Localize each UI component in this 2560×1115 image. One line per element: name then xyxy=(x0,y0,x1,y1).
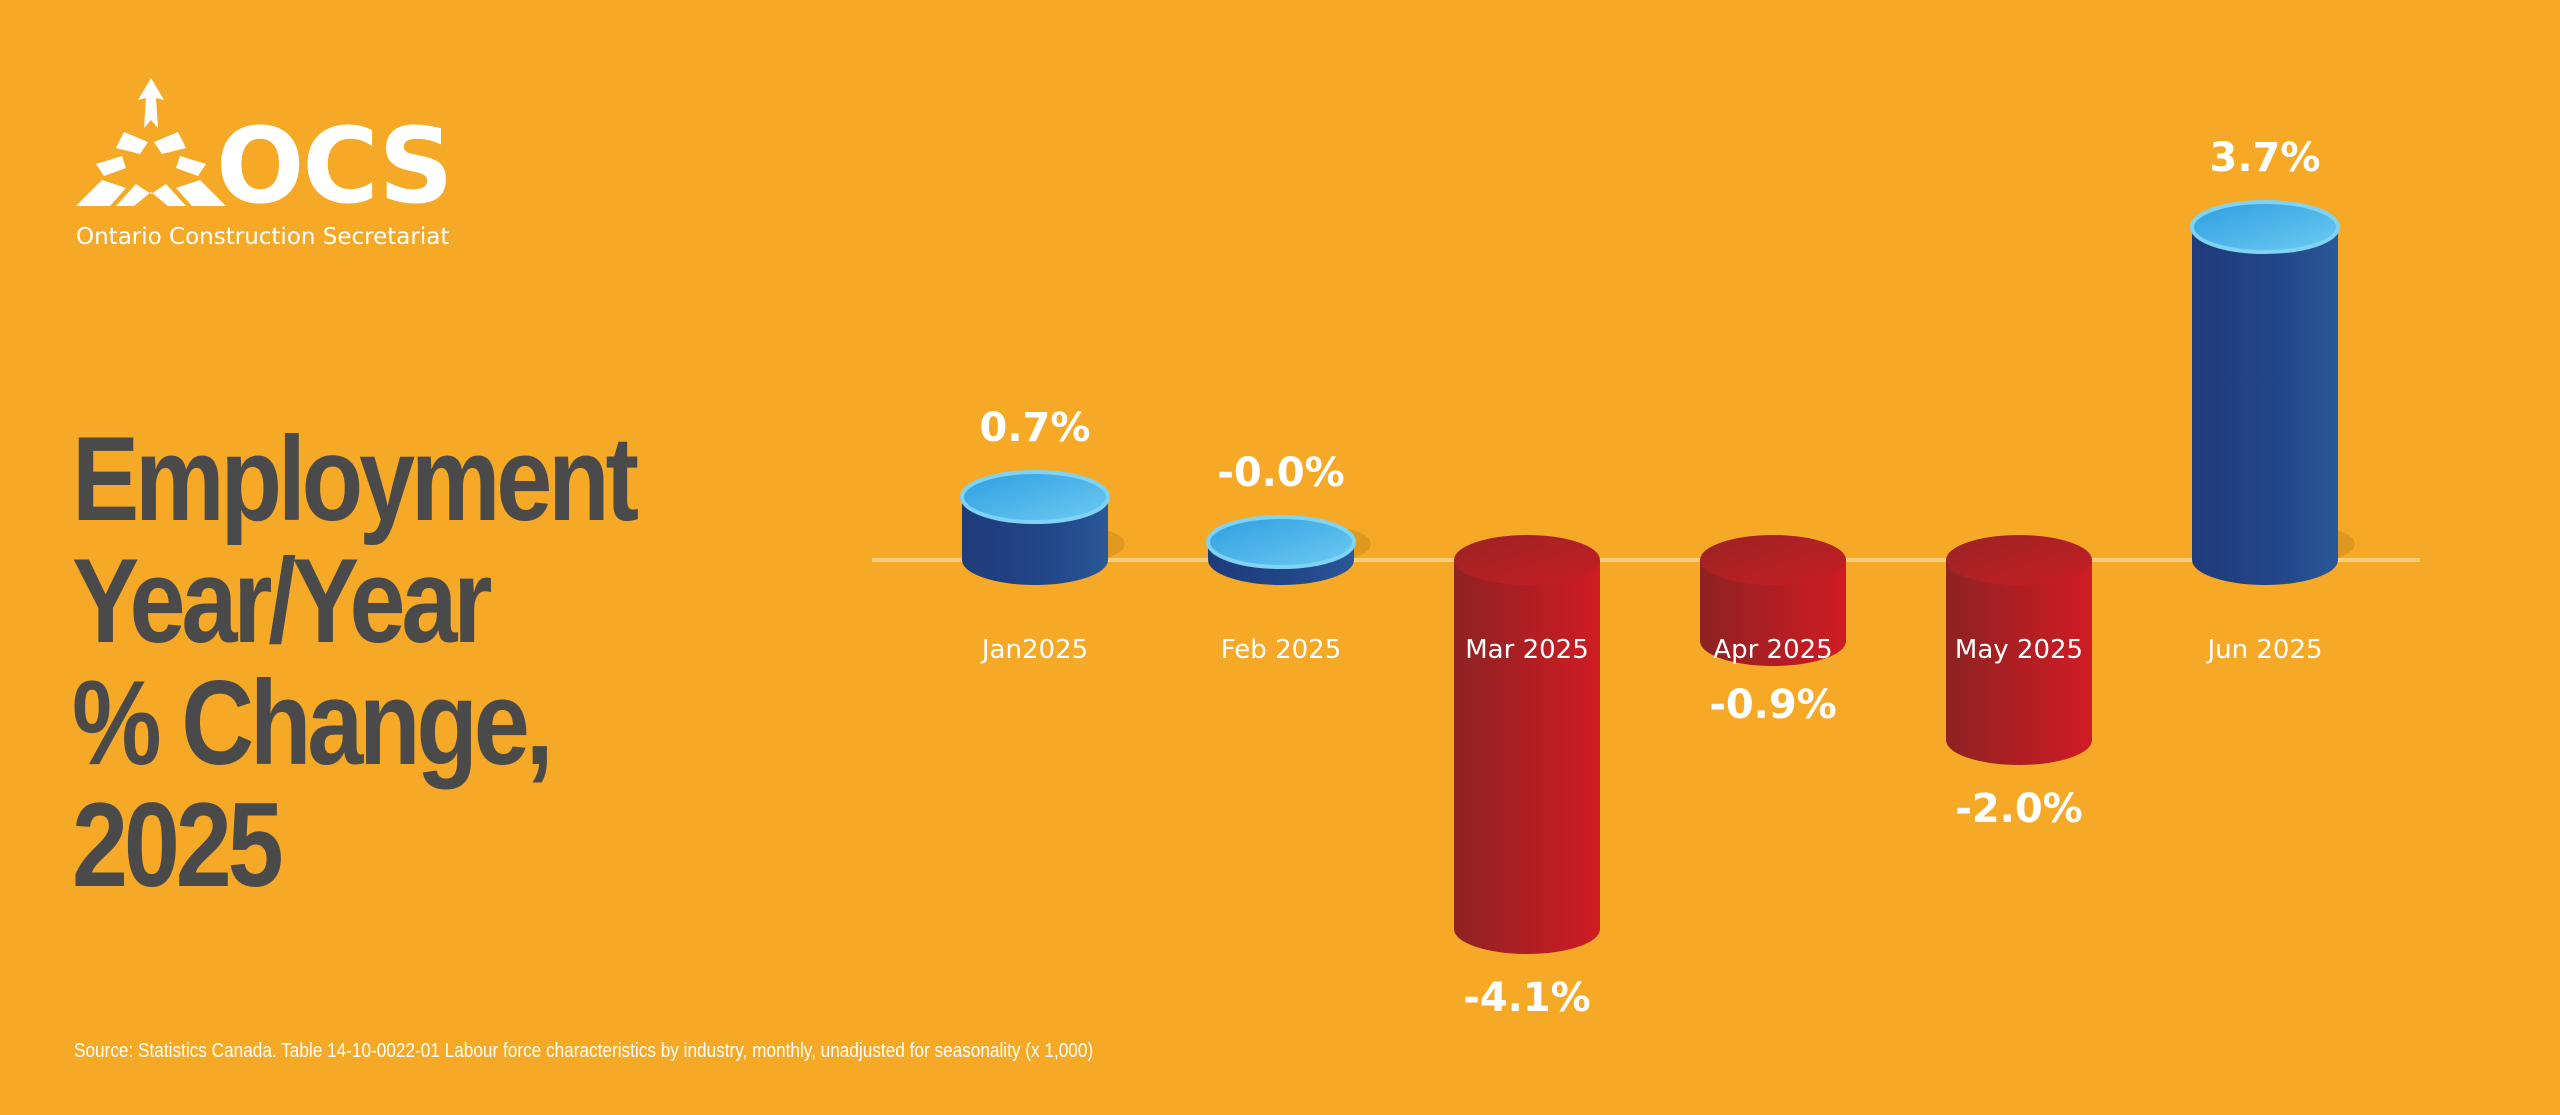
logo: OCS Ontario Construction Secretariat xyxy=(76,76,476,256)
title-line-2: Year/Year xyxy=(72,534,492,668)
value-label-1: 0.7% xyxy=(980,405,1091,451)
category-label-4: Apr 2025 xyxy=(1713,635,1832,665)
category-label-2: Feb 2025 xyxy=(1221,635,1341,665)
title-line-4: 2025 xyxy=(72,778,284,912)
ocs-logo-icon xyxy=(76,78,226,206)
bar-2 xyxy=(1206,515,1371,585)
category-label-1: Jan2025 xyxy=(980,635,1088,665)
logo-text: OCS xyxy=(216,105,454,227)
bar-3 xyxy=(1454,535,1600,954)
title-line-3: % Change, xyxy=(72,656,554,790)
value-label-6: 3.7% xyxy=(2210,135,2321,181)
category-label-5: May 2025 xyxy=(1955,635,2083,665)
category-label-6: Jun 2025 xyxy=(2205,635,2322,665)
value-label-3: -4.1% xyxy=(1463,975,1591,1021)
category-label-3: Mar 2025 xyxy=(1465,635,1589,665)
source-note: Source: Statistics Canada. Table 14-10-0… xyxy=(74,1040,1094,1062)
bar-6 xyxy=(2190,200,2355,585)
logo-subtitle: Ontario Construction Secretariat xyxy=(76,224,450,250)
value-label-4: -0.9% xyxy=(1709,682,1837,728)
chart-title: Employment Year/Year % Change, 2025 xyxy=(72,412,639,912)
bar-1 xyxy=(960,470,1125,585)
bar-4 xyxy=(1700,535,1846,666)
value-label-2: -0.0% xyxy=(1217,450,1345,496)
value-label-5: -2.0% xyxy=(1955,786,2083,832)
title-line-1: Employment xyxy=(72,412,639,546)
bar-5 xyxy=(1946,535,2092,765)
